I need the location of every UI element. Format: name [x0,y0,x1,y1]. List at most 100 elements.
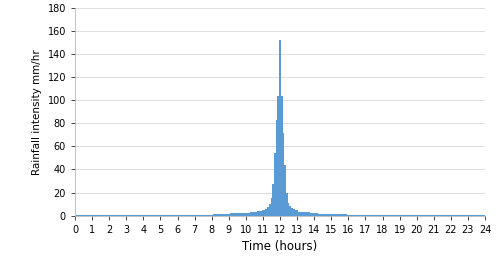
Bar [152,215,154,216]
Bar [172,215,173,216]
Bar [142,215,144,216]
Bar [197,215,199,216]
Bar [281,96,282,216]
Bar [324,214,326,216]
Bar [221,214,223,216]
Bar [274,153,276,216]
Bar [260,211,262,216]
Bar [322,214,324,216]
Bar [208,215,209,216]
Bar [314,213,315,216]
Bar [356,215,358,216]
Bar [293,209,294,216]
Bar [202,215,204,216]
Bar [244,213,245,216]
Bar [204,215,206,216]
Bar [255,212,257,216]
Bar [163,215,164,216]
Bar [294,210,296,216]
Bar [430,215,431,216]
Bar [360,215,361,216]
Bar [370,215,372,216]
Bar [344,214,346,216]
Bar [154,215,156,216]
Bar [328,214,330,216]
Bar [141,215,142,216]
Bar [419,215,421,216]
Bar [175,215,176,216]
Bar [209,215,211,216]
Bar [385,215,387,216]
Bar [361,215,363,216]
Bar [168,215,170,216]
Bar [318,214,320,216]
Bar [354,215,356,216]
X-axis label: Time (hours): Time (hours) [242,240,318,253]
Bar [258,211,260,216]
Bar [218,214,220,216]
Y-axis label: Rainfall intensity mm/hr: Rainfall intensity mm/hr [32,49,42,175]
Bar [327,214,328,216]
Bar [375,215,376,216]
Bar [402,215,404,216]
Bar [136,215,138,216]
Bar [305,213,306,216]
Bar [130,215,132,216]
Bar [298,212,300,216]
Bar [312,213,314,216]
Bar [267,207,269,216]
Bar [214,214,216,216]
Bar [224,214,226,216]
Bar [196,215,197,216]
Bar [332,214,334,216]
Bar [139,215,141,216]
Bar [349,215,351,216]
Bar [340,214,342,216]
Bar [426,215,428,216]
Bar [378,215,380,216]
Bar [424,215,426,216]
Bar [170,215,172,216]
Bar [368,215,370,216]
Bar [364,215,366,216]
Bar [384,215,385,216]
Bar [158,215,160,216]
Bar [173,215,175,216]
Bar [146,215,148,216]
Bar [182,215,184,216]
Bar [316,213,318,216]
Bar [242,213,244,216]
Bar [230,213,232,216]
Bar [257,211,258,216]
Bar [162,215,163,216]
Bar [264,210,266,216]
Bar [428,215,430,216]
Bar [337,214,339,216]
Bar [279,40,281,216]
Bar [326,214,327,216]
Bar [352,215,354,216]
Bar [233,213,234,216]
Bar [400,215,402,216]
Bar [246,213,248,216]
Bar [366,215,368,216]
Bar [276,120,278,216]
Bar [358,215,360,216]
Bar [234,213,236,216]
Bar [220,214,221,216]
Bar [410,215,412,216]
Bar [306,213,308,216]
Bar [272,185,274,216]
Bar [184,215,185,216]
Bar [404,215,406,216]
Bar [188,215,190,216]
Bar [270,198,272,216]
Bar [406,215,407,216]
Bar [200,215,202,216]
Bar [310,213,312,216]
Bar [387,215,388,216]
Bar [148,215,150,216]
Bar [232,213,233,216]
Bar [127,215,129,216]
Bar [180,215,182,216]
